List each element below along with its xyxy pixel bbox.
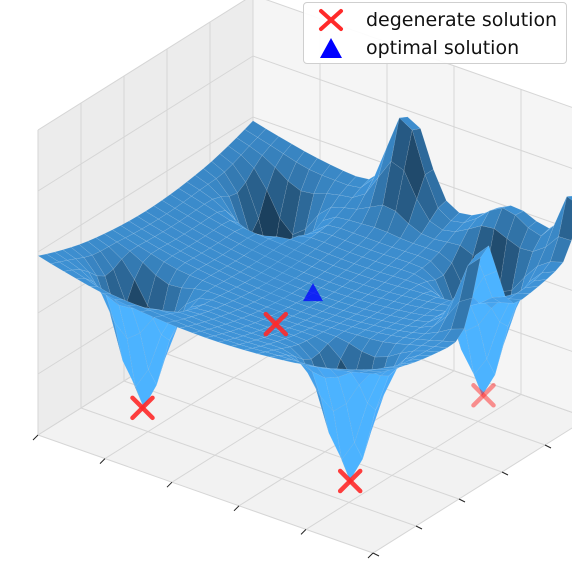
legend-triangle-marker-icon <box>320 38 342 58</box>
x-marker-stroke <box>471 383 496 408</box>
grid-horizontal <box>37 0 572 131</box>
surface-mesh <box>37 116 572 482</box>
surface-facet <box>433 340 457 348</box>
axes-ticks <box>32 434 552 559</box>
optimal-solution-marker <box>303 283 323 302</box>
x-marker-stroke <box>337 468 363 494</box>
degenerate-solution-marker <box>263 311 289 337</box>
x-marker-stroke <box>263 311 289 337</box>
legend-entry-optimal: optimal solution <box>316 35 519 61</box>
x-marker-stroke <box>130 395 155 421</box>
degenerate-solution-marker <box>471 383 496 408</box>
y-axis-tick <box>415 525 423 530</box>
y-axis-tick <box>544 444 552 449</box>
surface-facet <box>533 271 556 282</box>
solution-markers <box>130 283 496 494</box>
surface-facet <box>566 195 572 201</box>
x-axis-tick <box>367 552 374 559</box>
grid-floor-x <box>305 393 522 530</box>
grid-horizontal <box>37 55 572 192</box>
x-axis-tick <box>32 434 39 441</box>
x-axis-tick <box>99 458 106 464</box>
surface-facet <box>558 196 572 241</box>
surface-facet <box>442 328 465 343</box>
grid-floor-y <box>37 434 374 554</box>
y-axis-tick <box>458 498 466 503</box>
legend: degenerate solution optimal solution <box>303 2 567 64</box>
surface-facet <box>360 370 382 375</box>
y-axis-tick <box>372 552 380 557</box>
x-axis-tick <box>233 505 240 512</box>
x-axis-tick <box>166 481 173 488</box>
degenerate-solution-marker <box>130 395 155 421</box>
surface-facet <box>368 368 390 373</box>
legend-label-degenerate: degenerate solution <box>366 9 558 31</box>
surface-facet <box>401 358 423 365</box>
grid-floor-y <box>123 380 460 500</box>
legend-label-optimal: optimal solution <box>366 37 520 59</box>
surface-facet <box>483 270 506 298</box>
degenerate-solution-marker <box>337 468 363 494</box>
y-axis-tick <box>501 471 509 476</box>
grid-floor-y <box>80 407 417 527</box>
grid-floor-x <box>372 427 572 554</box>
legend-x-marker-icon <box>319 9 343 31</box>
grid-horizontal <box>37 116 572 253</box>
legend-entry-degenerate: degenerate solution <box>316 7 557 33</box>
pane-floor <box>38 300 572 553</box>
x-axis-tick <box>300 529 307 535</box>
